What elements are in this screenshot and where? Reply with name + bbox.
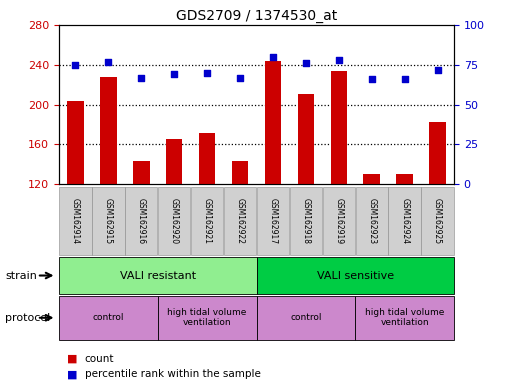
Text: GSM162915: GSM162915	[104, 198, 113, 244]
Bar	[265, 61, 281, 184]
Bar	[166, 139, 183, 184]
Text: control: control	[93, 313, 124, 322]
Title: GDS2709 / 1374530_at: GDS2709 / 1374530_at	[176, 8, 337, 23]
Text: GSM162919: GSM162919	[334, 198, 343, 244]
Text: GSM162925: GSM162925	[433, 198, 442, 244]
Text: GSM162914: GSM162914	[71, 198, 80, 244]
Text: high tidal volume
ventilation: high tidal volume ventilation	[365, 308, 444, 328]
Point	[368, 76, 376, 82]
Bar	[100, 77, 116, 184]
Text: percentile rank within the sample: percentile rank within the sample	[85, 369, 261, 379]
Point	[137, 74, 145, 81]
Point	[236, 74, 244, 81]
Point	[170, 71, 179, 78]
Bar	[199, 132, 215, 184]
Bar	[133, 161, 149, 184]
Text: GSM162917: GSM162917	[268, 198, 278, 244]
Text: VALI resistant: VALI resistant	[120, 270, 196, 281]
Text: protocol: protocol	[5, 313, 50, 323]
Text: GSM162924: GSM162924	[400, 198, 409, 244]
Point	[269, 54, 277, 60]
Point	[334, 57, 343, 63]
Bar	[232, 161, 248, 184]
Bar	[298, 94, 314, 184]
Text: control: control	[290, 313, 322, 322]
Text: GSM162920: GSM162920	[170, 198, 179, 244]
Text: GSM162918: GSM162918	[301, 198, 310, 244]
Text: high tidal volume
ventilation: high tidal volume ventilation	[167, 308, 247, 328]
Point	[401, 76, 409, 82]
Bar	[364, 174, 380, 184]
Text: GSM162916: GSM162916	[137, 198, 146, 244]
Text: count: count	[85, 354, 114, 364]
Text: GSM162923: GSM162923	[367, 198, 376, 244]
Point	[104, 58, 112, 65]
Point	[71, 62, 80, 68]
Text: ■: ■	[67, 354, 77, 364]
Point	[433, 66, 442, 73]
Bar	[397, 174, 413, 184]
Text: GSM162922: GSM162922	[235, 198, 245, 244]
Text: ■: ■	[67, 369, 77, 379]
Text: VALI sensitive: VALI sensitive	[317, 270, 394, 281]
Text: GSM162921: GSM162921	[203, 198, 212, 244]
Bar	[67, 101, 84, 184]
Bar	[330, 71, 347, 184]
Text: strain: strain	[5, 270, 37, 281]
Point	[203, 70, 211, 76]
Point	[302, 60, 310, 66]
Bar	[429, 122, 446, 184]
